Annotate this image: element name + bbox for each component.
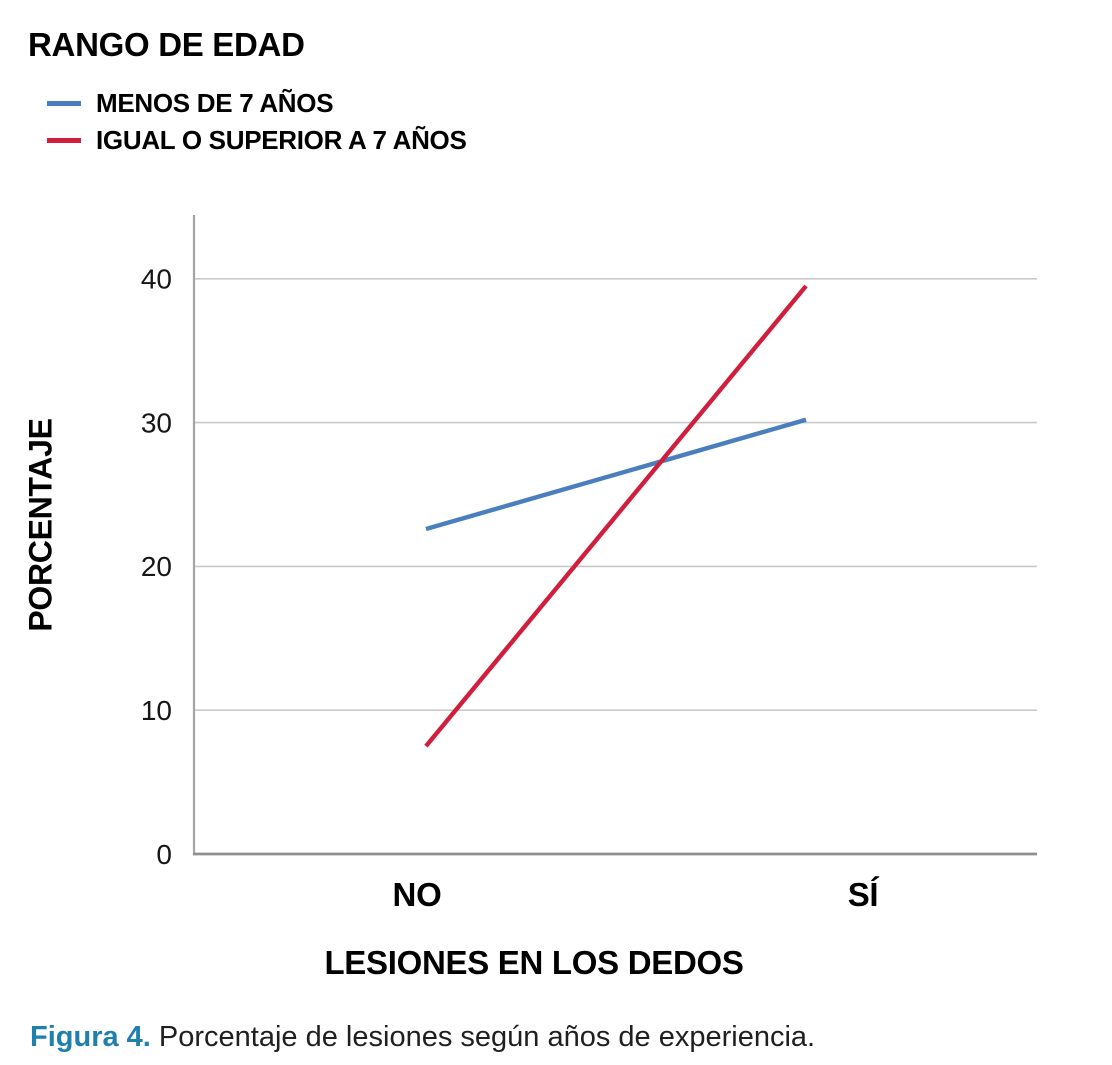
legend-item: IGUAL O SUPERIOR A 7 AÑOS bbox=[47, 127, 467, 153]
series-line-0 bbox=[425, 417, 807, 532]
x-category-label: SÍ bbox=[848, 876, 880, 913]
legend-line-swatch-blue bbox=[47, 100, 81, 106]
x-axis-title: LESIONES EN LOS DEDOS bbox=[324, 944, 744, 981]
figure-caption: Figura 4. Porcentaje de lesiones según a… bbox=[30, 1021, 815, 1054]
x-category-label: NO bbox=[393, 876, 442, 913]
y-tick-label: 30 bbox=[141, 407, 172, 438]
y-tick-label: 10 bbox=[141, 695, 172, 726]
y-tick-label: 20 bbox=[141, 551, 172, 582]
y-tick-label: 0 bbox=[156, 839, 172, 870]
legend-label: IGUAL O SUPERIOR A 7 AÑOS bbox=[96, 125, 467, 155]
series-line-1 bbox=[424, 284, 808, 748]
y-tick-label: 40 bbox=[141, 264, 172, 295]
legend-item: MENOS DE 7 AÑOS bbox=[47, 90, 467, 116]
chart-title: RANGO DE EDAD bbox=[28, 26, 305, 63]
legend-line-swatch-red bbox=[47, 137, 81, 143]
legend-label: MENOS DE 7 AÑOS bbox=[96, 88, 334, 118]
caption-text: Porcentaje de lesiones según años de exp… bbox=[150, 1021, 816, 1053]
legend: MENOS DE 7 AÑOS IGUAL O SUPERIOR A 7 AÑO… bbox=[47, 90, 467, 164]
figure-label: Figura 4. bbox=[30, 1021, 151, 1053]
